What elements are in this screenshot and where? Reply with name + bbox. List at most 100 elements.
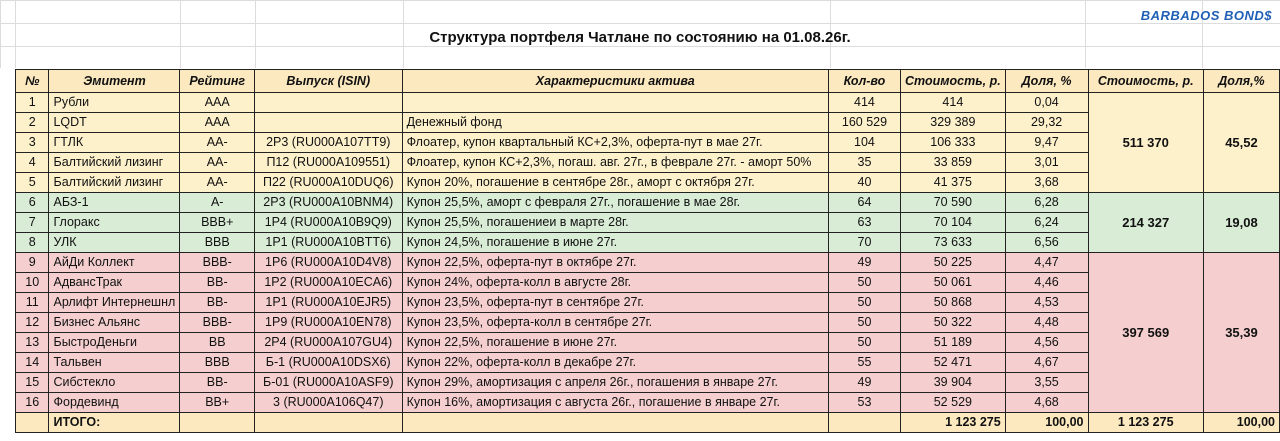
isin-cell [253,112,403,133]
value-cell: 329 389 [900,112,1006,133]
share-cell: 6,56 [1004,232,1089,253]
value-cell: 414 [900,92,1006,113]
total-empty-cell [401,412,829,433]
characteristics-cell: Флоатер, купон КС+2,3%, погаш. авг. 27г.… [401,152,829,173]
isin-cell: 3 (RU000A106Q47) [253,392,403,413]
value-cell: 70 590 [900,192,1006,213]
row-number: 10 [14,272,50,293]
col-header-issuer: Эмитент [48,69,181,93]
value-cell: 51 189 [900,332,1006,353]
rating-cell: BB- [179,372,255,393]
table-row: 6 АБЗ-1 A- 2Р3 (RU000A10BNM4) Купон 25,5%, а… [14,192,1280,253]
col-header-rating: Рейтинг [179,69,255,93]
table-row: 15 Сибстекло BB- Б-01 (RU000A10ASF9) Купон 2… [14,372,1280,393]
sheet-column-line [830,0,831,68]
isin-cell: Б-1 (RU000A10DSX6) [253,352,403,373]
portfolio-table: № Эмитент Рейтинг Выпуск (ISIN) Характер… [14,69,1280,433]
isin-cell: 1Р9 (RU000A10EN78) [253,312,403,333]
share-cell: 6,24 [1004,212,1089,233]
characteristics-cell: Купон 24,5%, погашение в июне 27г. [401,232,829,253]
sheet-column-line [1085,0,1086,68]
table-row: 9 АйДи Коллект BBB- 1Р6 (RU000A10D4V8) Купон… [14,252,1280,413]
group-value-cell: 214 327 [1087,192,1204,253]
issuer-cell: АйДи Коллект [48,252,181,273]
total-share: 100,00 [1004,412,1089,433]
issuer-cell: БыстроДеньги [48,332,181,353]
share-cell: 4,47 [1004,252,1089,273]
value-cell: 50 868 [900,292,1006,313]
rating-cell: AAA [179,92,255,113]
share-cell: 9,47 [1004,132,1089,153]
quantity-cell: 64 [827,192,902,213]
characteristics-cell: Купон 25,5%, погашениеи в марте 28г. [401,212,829,233]
table-row: 1 Рубли AAA 414 414 0,04 511 370 45,52 [14,92,1280,193]
rating-cell: BB+ [179,392,255,413]
row-number: 7 [14,212,50,233]
col-header-number: № [14,69,50,93]
row-number: 11 [14,292,50,313]
share-cell: 6,28 [1004,192,1089,213]
brand-logo-text: BARBADOS BOND$ [1140,8,1272,23]
col-header-isin: Выпуск (ISIN) [253,69,403,93]
table-row: 8 УЛК BBB 1Р1 (RU000A10BTT6) Купон 24,5%, по… [14,232,1280,253]
rating-cell: BB- [179,292,255,313]
characteristics-cell: Купон 23,5%, оферта-колл в сентябре 27г. [401,312,829,333]
quantity-cell: 50 [827,332,902,353]
sheet-gridlines [0,0,1280,68]
characteristics-cell: Купон 24%, оферта-колл в августе 28г. [401,272,829,293]
row-number: 15 [14,372,50,393]
share-cell: 3,68 [1004,172,1089,193]
sheet-column-line [403,0,404,68]
issuer-cell: Балтийский лизинг [48,152,181,173]
header-row: № Эмитент Рейтинг Выпуск (ISIN) Характер… [14,69,1280,93]
table-row: 10 АдвансТрак BB- 1Р2 (RU000A10ECA6) Купон 2… [14,272,1280,293]
rating-cell: BB- [179,272,255,293]
quantity-cell: 35 [827,152,902,173]
rating-cell: BBB- [179,312,255,333]
table-row: 13 БыстроДеньги BB 2Р4 (RU000A107GU4) Купон … [14,332,1280,353]
quantity-cell: 55 [827,352,902,373]
issuer-cell: Рубли [48,92,181,113]
col-header-quantity: Кол-во [827,69,902,93]
rating-cell: BB [179,332,255,353]
isin-cell: 1Р1 (RU000A10BTT6) [253,232,403,253]
isin-cell: 1Р1 (RU000A10EJR5) [253,292,403,313]
share-cell: 4,46 [1004,272,1089,293]
issuer-cell: LQDT [48,112,181,133]
table-row: 14 Тальвен BBB Б-1 (RU000A10DSX6) Купон 22%,… [14,352,1280,373]
share-cell: 29,32 [1004,112,1089,133]
row-number: 8 [14,232,50,253]
row-number: 16 [14,392,50,413]
total-empty-cell [179,412,255,433]
isin-cell: 2Р3 (RU000A107TT9) [253,132,403,153]
rating-cell: BBB+ [179,212,255,233]
row-number: 5 [14,172,50,193]
group-share-cell: 19,08 [1202,192,1280,253]
col-header-group-value: Стоимость, р. [1087,69,1204,93]
quantity-cell: 160 529 [827,112,902,133]
issuer-cell: Глоракс [48,212,181,233]
share-cell: 4,48 [1004,312,1089,333]
isin-cell: Б-01 (RU000A10ASF9) [253,372,403,393]
quantity-cell: 104 [827,132,902,153]
quantity-cell: 70 [827,232,902,253]
value-cell: 33 859 [900,152,1006,173]
total-value: 1 123 275 [900,412,1006,433]
issuer-cell: УЛК [48,232,181,253]
total-empty-cell [827,412,902,433]
characteristics-cell: Флоатер, купон квартальный КС+2,3%, офер… [401,132,829,153]
issuer-cell: Арлифт Интернешнл [48,292,181,313]
isin-cell: 1Р2 (RU000A10ECA6) [253,272,403,293]
quantity-cell: 63 [827,212,902,233]
table-row: 16 Фордевинд BB+ 3 (RU000A106Q47) Купон 16%,… [14,392,1280,413]
value-cell: 39 904 [900,372,1006,393]
issuer-cell: Тальвен [48,352,181,373]
issuer-cell: Бизнес Альянс [48,312,181,333]
value-cell: 50 322 [900,312,1006,333]
row-number: 14 [14,352,50,373]
table-row: 2 LQDT AAA Денежный фонд 160 529 329 389 29,32 [14,112,1280,133]
value-cell: 41 375 [900,172,1006,193]
share-cell: 4,53 [1004,292,1089,313]
row-number: 3 [14,132,50,153]
rating-cell: BBB [179,352,255,373]
